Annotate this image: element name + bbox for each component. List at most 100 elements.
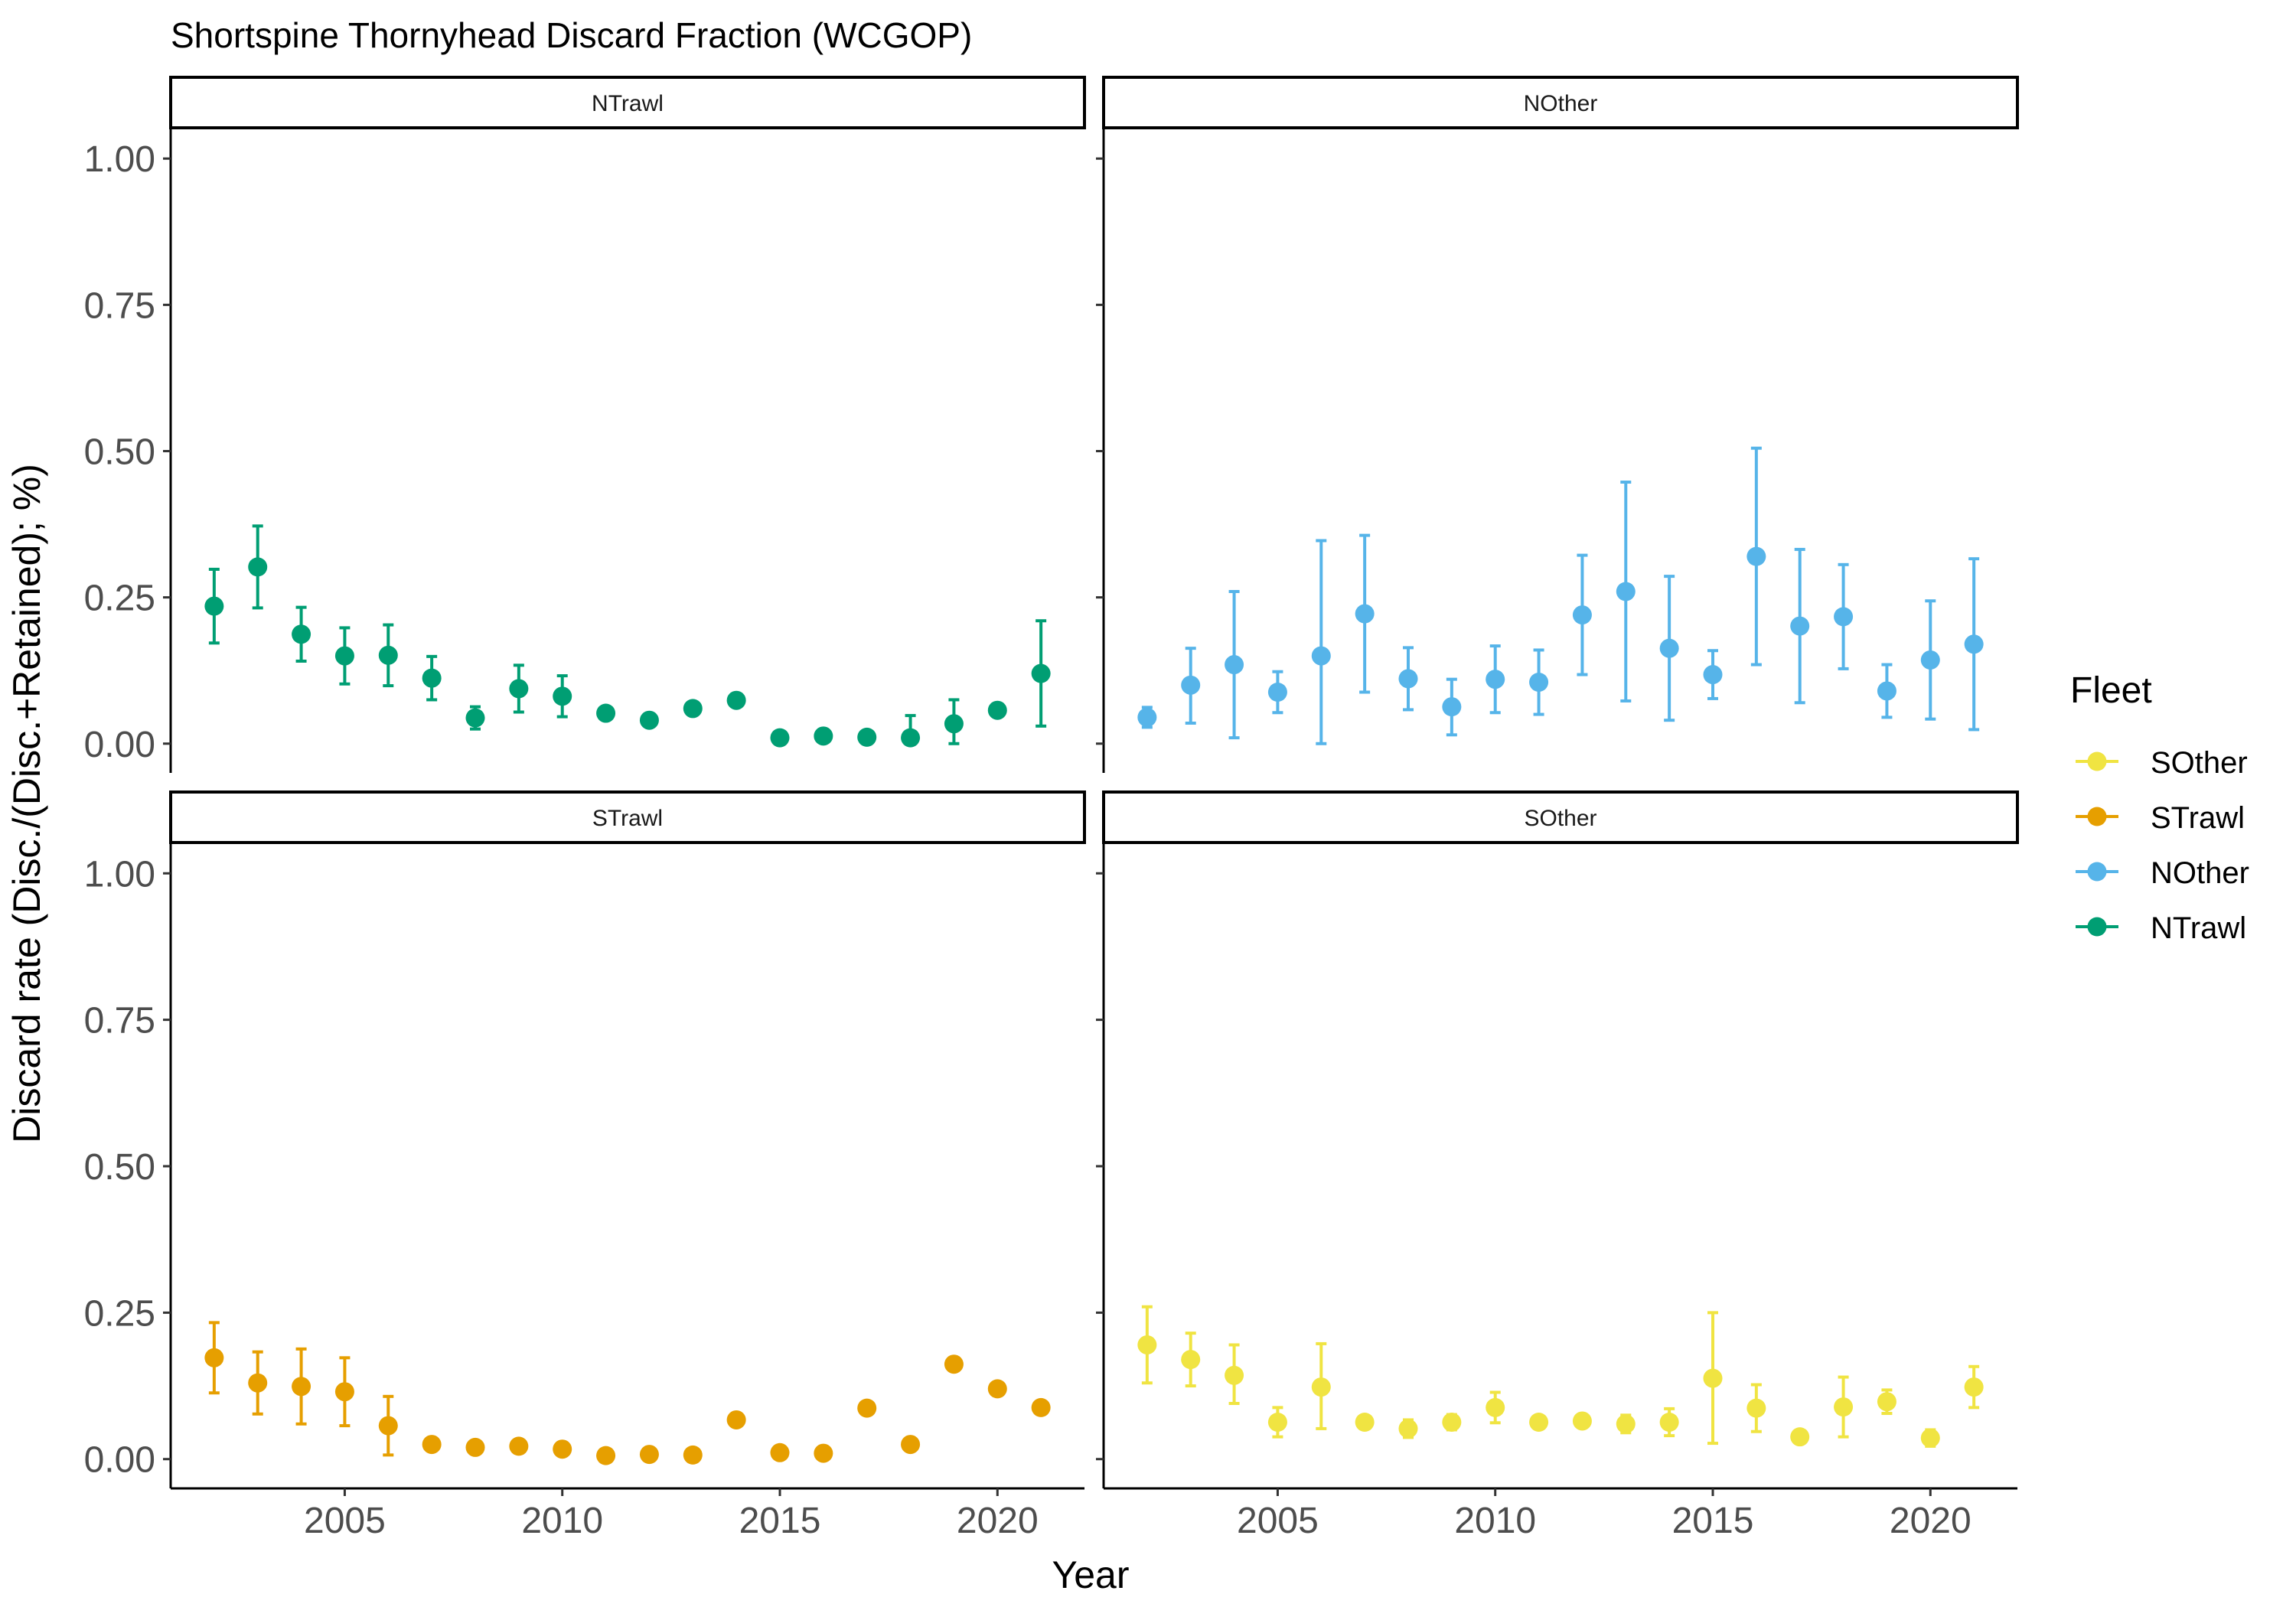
x-tick-label: 2010 — [1454, 1501, 1536, 1541]
facet-panel-sother: SOther 2005 2010 2015 2020 — [1096, 790, 2019, 1541]
data-point — [901, 728, 921, 748]
series-nother — [1137, 446, 1984, 745]
data-point — [944, 714, 964, 734]
facet-panel-nother: NOther — [1096, 76, 2019, 773]
y-tick-label: 0.25 — [84, 579, 155, 619]
data-point — [1964, 1377, 1984, 1397]
data-point — [1964, 634, 1984, 654]
data-point — [1137, 707, 1157, 727]
data-point — [1225, 655, 1244, 675]
series-strawl — [204, 1321, 1051, 1465]
facet-panels: NTrawl 0.00 0.25 0.50 0.75 1.00 NOther STrawl 0.… — [84, 76, 2019, 1541]
y-tick-label: 0.25 — [84, 1293, 155, 1334]
data-point — [292, 1377, 311, 1397]
data-point — [1746, 1398, 1766, 1418]
data-point — [1398, 669, 1418, 689]
x-tick-label: 2020 — [957, 1501, 1039, 1541]
data-point — [1225, 1365, 1244, 1385]
legend-label: NOther — [2151, 856, 2249, 890]
data-point — [334, 1382, 354, 1402]
data-point — [509, 1436, 529, 1456]
data-point — [987, 1379, 1007, 1399]
data-point — [770, 1442, 790, 1462]
data-point — [1834, 1397, 1854, 1417]
data-point — [1267, 1413, 1287, 1433]
data-point — [1920, 1428, 1940, 1448]
data-point — [509, 679, 529, 699]
data-point — [1031, 663, 1051, 683]
legend-item-sother: SOther — [2076, 746, 2248, 780]
y-tick-label: 0.75 — [84, 285, 155, 326]
data-point — [596, 1446, 616, 1465]
data-point — [553, 686, 572, 706]
data-point — [1877, 681, 1896, 701]
data-point — [1790, 616, 1810, 636]
data-point — [857, 727, 877, 747]
data-point — [596, 703, 616, 723]
legend-key-point — [2087, 862, 2107, 882]
legend-label: NTrawl — [2151, 911, 2246, 945]
legend-item-strawl: STrawl — [2076, 801, 2245, 835]
data-point — [683, 699, 703, 719]
x-tick-label: 2005 — [304, 1501, 386, 1541]
y-axis-title: Discard rate (Disc./(Disc.+Retained); %) — [5, 464, 48, 1143]
data-point — [334, 646, 354, 666]
data-point — [1659, 638, 1679, 658]
x-tick-label: 2005 — [1237, 1501, 1319, 1541]
data-point — [1746, 546, 1766, 566]
y-tick-label: 0.00 — [84, 1440, 155, 1481]
legend-key-point — [2087, 917, 2107, 937]
data-point — [1486, 670, 1505, 689]
data-point — [683, 1445, 703, 1465]
data-point — [1031, 1397, 1051, 1417]
facet-strip — [1102, 790, 2019, 844]
data-point — [639, 710, 659, 730]
x-tick-label: 2015 — [739, 1501, 821, 1541]
facet-panel-strawl: STrawl 0.00 0.25 0.50 0.75 1.00 2005 2010 2015 20… — [84, 790, 1086, 1541]
data-point — [1442, 1413, 1462, 1433]
x-tick-label: 2010 — [521, 1501, 603, 1541]
y-tick-label: 1.00 — [84, 854, 155, 895]
data-point — [1877, 1392, 1896, 1412]
data-point — [814, 726, 833, 746]
legend-label: SOther — [2151, 746, 2248, 780]
data-point — [1267, 682, 1287, 702]
data-point — [1572, 1411, 1592, 1431]
data-point — [1529, 672, 1549, 692]
data-point — [1616, 582, 1636, 601]
data-point — [204, 1348, 224, 1367]
y-tick-label: 0.50 — [84, 432, 155, 473]
data-point — [465, 1437, 485, 1457]
error-bar — [1316, 539, 1327, 745]
data-point — [1616, 1414, 1636, 1434]
facet-strip-label: NTrawl — [592, 91, 664, 116]
data-point — [1355, 1413, 1375, 1433]
legend-item-ntrawl: NTrawl — [2076, 911, 2246, 945]
data-point — [1181, 675, 1201, 695]
data-point — [204, 596, 224, 616]
data-point — [378, 1416, 398, 1436]
data-point — [1703, 665, 1723, 685]
data-point — [901, 1435, 921, 1455]
series-ntrawl — [204, 524, 1051, 748]
data-point — [1834, 607, 1854, 627]
data-point — [1920, 650, 1940, 670]
x-tick-label: 2020 — [1890, 1501, 1971, 1541]
data-point — [1398, 1419, 1418, 1439]
data-point — [1442, 697, 1462, 717]
data-point — [770, 728, 790, 748]
facet-strip-label: NOther — [1524, 91, 1598, 116]
series-sother — [1137, 1305, 1984, 1448]
data-point — [465, 708, 485, 728]
data-point — [987, 700, 1007, 720]
legend-label: STrawl — [2151, 801, 2245, 835]
facet-strip — [169, 790, 1086, 844]
legend-key-point — [2087, 807, 2107, 826]
data-point — [422, 668, 442, 688]
y-tick-label: 0.50 — [84, 1147, 155, 1188]
data-point — [1790, 1427, 1810, 1447]
legend-key-point — [2087, 751, 2107, 771]
legend-title: Fleet — [2070, 670, 2152, 711]
y-tick-label: 0.75 — [84, 1001, 155, 1041]
